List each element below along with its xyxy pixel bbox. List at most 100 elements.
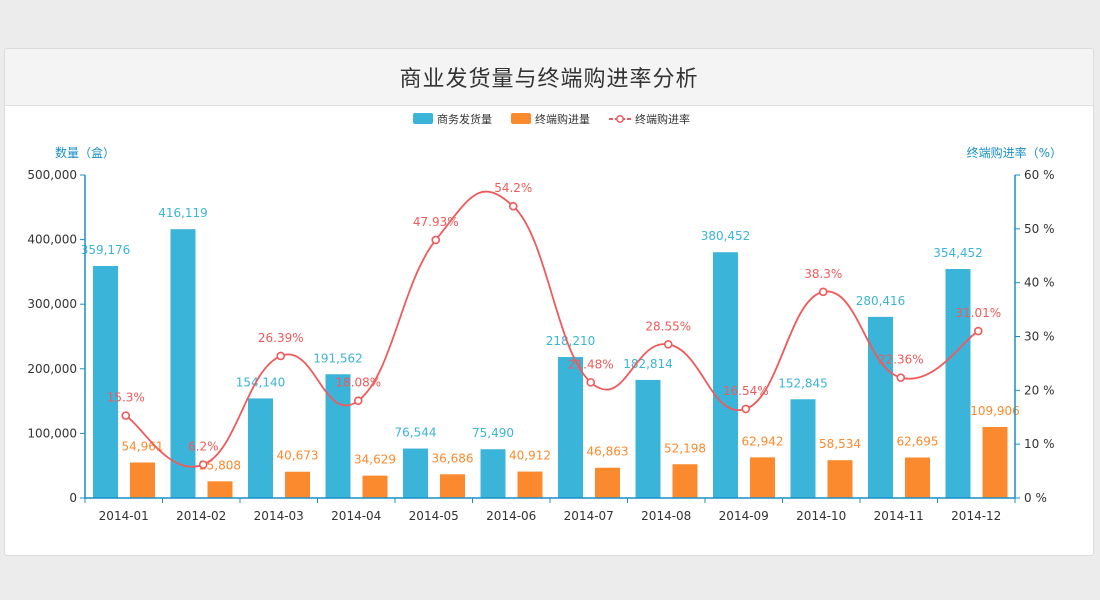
bar-2014-02-shipment [170,229,196,498]
x-tick-label-2014-03: 2014-03 [254,509,304,523]
rate-label-2014-01: 15.3% [107,391,145,405]
y-right-tick-label: 20 % [1024,383,1055,397]
rate-label-2014-10: 38.3% [804,267,842,281]
legend-label-3: 终端购进率 [635,112,690,126]
y-left-tick-label: 500,000 [27,168,77,182]
bar-2014-06-purchase [517,471,543,498]
bar-label-purchase-2014-09: 62,942 [742,434,784,448]
bar-label-purchase-2014-03: 40,673 [277,449,319,463]
rate-point-2014-07 [586,378,596,387]
x-tick-label-2014-04: 2014-04 [331,509,381,523]
x-tick-label-2014-11: 2014-11 [874,509,924,523]
legend-swatch-1 [413,113,433,124]
y-right-tick-label: 0 % [1024,491,1047,505]
bar-2014-10-shipment [790,399,816,498]
rate-point-2014-11 [896,373,906,382]
bar-label-shipment-2014-12: 354,452 [933,246,983,260]
bar-label-purchase-2014-10: 58,534 [819,437,861,451]
y-left-tick-label: 400,000 [27,233,77,247]
rate-point-2014-12 [973,326,983,336]
bar-label-shipment-2014-08: 182,814 [623,357,673,371]
rate-point-2014-09 [741,404,751,414]
rate-label-2014-04: 18.08% [335,376,381,390]
rate-point-2014-03 [276,351,286,361]
bar-label-shipment-2014-06: 75,490 [472,426,514,440]
bar-2014-01-shipment [93,265,118,498]
bar-2014-02-purchase [207,481,233,498]
bar-label-purchase-2014-05: 36,686 [432,451,474,465]
bar-label-purchase-2014-04: 34,629 [354,453,396,467]
rate-label-2014-11: 22.36% [878,353,924,367]
rate-point-2014-08 [663,340,673,349]
rate-label-2014-02: 6.2% [188,440,219,454]
y-left-tick-label: 300,000 [27,297,77,311]
rate-label-2014-08: 28.55% [645,319,691,333]
y-right-tick-label: 40 % [1024,276,1055,290]
x-tick-label-2014-06: 2014-06 [486,509,536,523]
bar-2014-12-purchase [982,427,1008,498]
bar-label-shipment-2014-02: 416,119 [158,206,208,220]
y-right-tick-label: 60 % [1024,168,1055,182]
bar-label-purchase-2014-07: 46,863 [587,445,629,459]
legend-marker-3 [616,115,624,123]
x-tick-label-2014-05: 2014-05 [409,509,459,523]
y-right-tick-label: 10 % [1024,437,1055,451]
bar-2014-05-shipment [403,448,428,498]
chart-title: 商业发货量与终端购进率分析 [399,67,699,92]
bar-2014-10-purchase [827,460,853,498]
bar-label-shipment-2014-09: 380,452 [701,229,751,243]
rate-point-2014-04 [353,396,363,405]
rate-label-2014-07: 21.48% [568,357,614,371]
x-tick-label-2014-02: 2014-02 [176,509,226,523]
bar-label-purchase-2014-01: 54,961 [122,439,164,453]
bar-2014-04-purchase [362,475,388,498]
rate-point-2014-05 [431,235,441,245]
chart-panel: 商业发货量与终端购进率分析 商务发货量 终端购进量 终端购进率 数量（盒） 终端购进率（… [4,48,1094,556]
bar-2014-05-purchase [440,474,465,498]
bar-2014-11-purchase [905,457,930,498]
x-tick-label-2014-08: 2014-08 [641,509,691,523]
bar-2014-07-purchase [595,467,620,498]
y-right-tick-label: 50 % [1024,222,1055,236]
x-tick-label-2014-10: 2014-10 [796,509,846,523]
x-tick-label-2014-07: 2014-07 [564,509,614,523]
rate-point-2014-10 [818,287,828,297]
rate-label-2014-03: 26.39% [258,331,304,345]
y-left-tick-label: 100,000 [27,426,77,440]
rate-label-2014-05: 47.93% [413,215,459,229]
bar-label-shipment-2014-01: 359,176 [81,243,131,257]
bar-2014-03-purchase [285,471,310,498]
bar-label-purchase-2014-06: 40,912 [509,449,551,463]
bar-2014-11-shipment [868,316,893,498]
x-tick-label-2014-09: 2014-09 [719,509,769,523]
x-tick-label-2014-01: 2014-01 [99,509,149,523]
rate-point-2014-01 [121,411,131,420]
bar-2014-08-shipment [635,379,661,498]
bar-label-shipment-2014-04: 191,562 [313,351,363,365]
y-right-tick-label: 30 % [1024,330,1055,344]
rate-point-2014-02 [198,460,208,469]
bar-2014-12-shipment [945,269,971,498]
bar-label-shipment-2014-10: 152,845 [778,376,828,390]
bar-label-purchase-2014-12: 109,906 [970,404,1020,418]
x-tick-label-2014-12: 2014-12 [951,509,1001,523]
bar-label-purchase-2014-11: 62,695 [897,434,939,448]
bar-label-shipment-2014-11: 280,416 [856,294,906,308]
bar-2014-08-purchase [672,464,698,498]
bar-2014-01-purchase [130,462,155,498]
bar-label-purchase-2014-08: 52,198 [664,441,706,455]
bar-label-shipment-2014-07: 218,210 [546,334,596,348]
bar-2014-07-shipment [558,357,583,498]
bar-2014-09-shipment [713,252,738,498]
legend-label-2: 终端购进量 [535,112,590,126]
y-left-tick-label: 0 [69,491,77,505]
bar-2014-06-shipment [480,449,506,498]
rate-label-2014-06: 54.2% [494,181,532,195]
y-left-tick-label: 200,000 [27,362,77,376]
y-axis-left-title: 数量（盒） [55,145,115,160]
chart-header: 商业发货量与终端购进率分析 [5,49,1093,106]
rate-label-2014-09: 16.54% [723,384,769,398]
bar-2014-03-shipment [248,398,273,498]
bar-label-shipment-2014-03: 154,140 [236,375,286,389]
